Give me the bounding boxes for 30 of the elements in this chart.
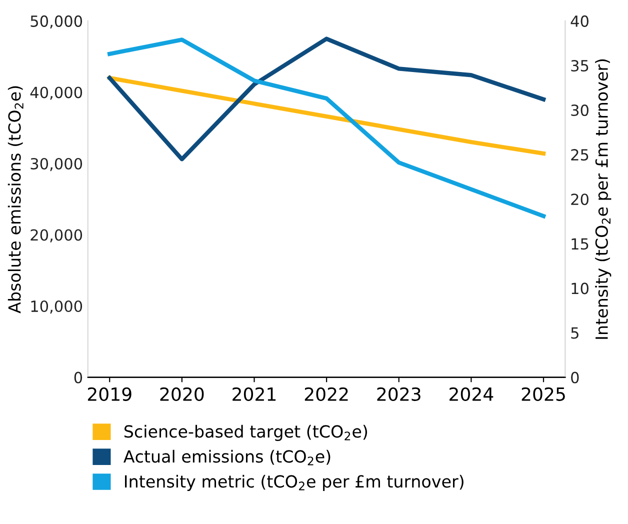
- y2-axis-title: Intensity (tCO$_{2}$e per £m turnover): [595, 59, 612, 339]
- x-tick-label: 2025: [522, 387, 565, 401]
- y2-tick-label: 0: [571, 372, 579, 384]
- y2-tick-label: 25: [571, 149, 588, 161]
- y-tick-label: 50,000: [30, 15, 82, 29]
- x-tick-label: 2022: [304, 387, 348, 401]
- line-series: [108, 36, 546, 162]
- y2-tick-label: 20: [571, 194, 588, 206]
- y-tick-label: 20,000: [30, 229, 82, 242]
- y2-tick-label: 15: [572, 238, 588, 250]
- y2-tick-label: 5: [571, 327, 578, 339]
- y2-tick-label: 10: [572, 282, 588, 294]
- x-tick-label: 2023: [377, 387, 420, 401]
- y-axis-title: Absolute emissions (tCO$_{2}$e): [8, 86, 24, 314]
- legend-label: Actual emissions (tCO$_{2}$e): [124, 450, 330, 466]
- x-tick-label: 2019: [88, 387, 132, 401]
- y-tick-label: 40,000: [30, 86, 82, 100]
- legend-label: Intensity metric (tCO$_{2}$e per £m turnover): [125, 474, 464, 491]
- y-tick-label: 0: [74, 372, 82, 384]
- y-tick-label: 30,000: [30, 158, 82, 172]
- y2-tick-label: 40: [570, 15, 588, 27]
- x-tick-label: 2020: [160, 387, 204, 401]
- y2-tick-label: 30: [571, 104, 588, 116]
- y-tick-label: 10,000: [31, 300, 82, 314]
- x-tick-label: 2021: [232, 387, 276, 401]
- x-tick-label: 2024: [450, 387, 494, 401]
- legend-label: Science-based target (tCO$_{2}$e): [124, 424, 368, 441]
- y2-tick-label: 35: [571, 60, 588, 72]
- line-series: [108, 38, 546, 218]
- line-series: [108, 76, 546, 156]
